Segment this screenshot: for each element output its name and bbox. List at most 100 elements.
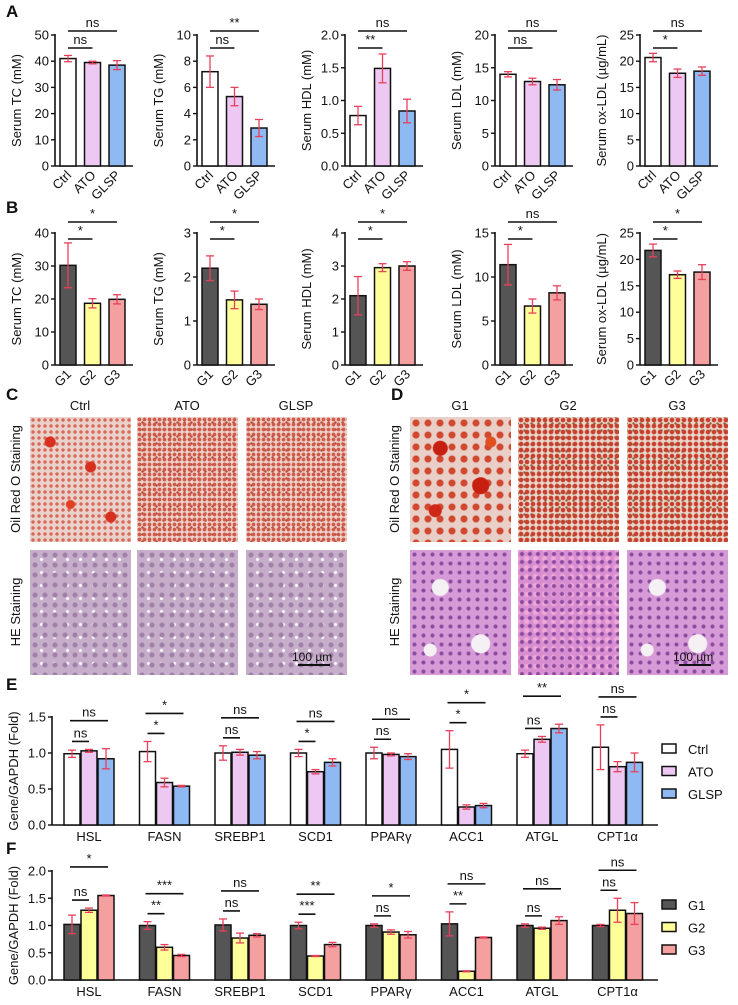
significance-label: *** <box>299 898 314 913</box>
x-tick-label: ACC1 <box>449 829 484 844</box>
bar <box>138 750 157 826</box>
he-stain-image <box>30 550 131 675</box>
y-tick-label: 10 <box>620 106 634 121</box>
bar <box>668 273 687 366</box>
y-tick-label: 0.0 <box>321 159 339 174</box>
y-tick-label: 25 <box>620 28 634 43</box>
x-tick-label: PPARγ <box>371 829 412 844</box>
bar <box>231 937 249 981</box>
y-tick-label: 0.5 <box>28 782 46 797</box>
x-tick-label: Ctrl <box>634 167 659 192</box>
bar <box>59 57 77 167</box>
legend-label: Ctrl <box>688 742 708 757</box>
oil-red-o-stain-image <box>246 417 347 542</box>
bar <box>306 770 325 826</box>
y-axis-label: Gene/GAPDH (Fold) <box>6 866 21 985</box>
bar <box>248 934 266 981</box>
x-tick-label: Ctrl <box>191 167 216 192</box>
chart-b-4: 0 5 10 15 G1 G2 G3 Serum LDL (mM) *ns <box>449 206 573 389</box>
significance-label: ns <box>384 703 398 718</box>
significance-label: ** <box>453 888 463 903</box>
x-tick-label: ATGL <box>526 984 559 999</box>
x-tick-label: SCD1 <box>298 984 333 999</box>
column-header: G1 <box>451 398 468 413</box>
x-tick-label: HSL <box>76 984 101 999</box>
y-axis-label: Serum ox-LDL (µg/mL) <box>594 233 609 365</box>
y-axis-label: Serum TG (mM) <box>151 252 166 346</box>
y-tick-label: 15 <box>475 226 489 241</box>
column-header: G3 <box>668 398 685 413</box>
bar <box>474 804 493 826</box>
x-tick-label: G2 <box>516 367 539 390</box>
y-tick-label: 0 <box>482 159 489 174</box>
significance-label: ns <box>225 722 239 737</box>
bar <box>373 266 392 366</box>
x-tick-label: HSL <box>76 829 101 844</box>
y-tick-label: 5 <box>627 132 634 147</box>
x-tick-label: CPT1α <box>597 829 638 844</box>
bar <box>591 924 610 981</box>
bar <box>108 64 126 167</box>
significance-label: ns <box>513 32 527 47</box>
y-tick-label: 0.5 <box>321 126 339 141</box>
y-tick-label: 10 <box>475 270 489 285</box>
bar <box>523 305 542 366</box>
y-tick-label: 2 <box>184 270 191 285</box>
scale-bar-label: 100 µm <box>292 650 333 664</box>
significance-label: * <box>663 32 668 47</box>
bar <box>225 299 244 366</box>
y-tick-label: 3 <box>332 259 339 274</box>
bar <box>289 752 308 826</box>
significance-label: * <box>232 206 237 221</box>
chart-b-1: 0 10 20 30 40 G1 G2 G3 Serum TC (mM) * * <box>9 206 133 389</box>
x-tick-label: FASN <box>148 829 182 844</box>
legend-swatch <box>661 899 677 910</box>
y-tick-label: 0 <box>332 358 339 373</box>
bar <box>108 298 126 366</box>
oil-red-o-stain-image <box>410 417 511 542</box>
x-tick-label: G2 <box>661 367 684 390</box>
bar <box>693 70 711 167</box>
y-tick-label: 15 <box>475 60 489 75</box>
bar <box>365 752 383 826</box>
bar <box>644 249 662 366</box>
bar <box>382 753 400 826</box>
y-axis-label: Serum TG (mM) <box>151 54 166 148</box>
y-tick-label: 15 <box>620 278 634 293</box>
column-header: Ctrl <box>70 398 90 413</box>
x-tick-label: Ctrl <box>49 167 74 192</box>
scale-bar: 100 µm <box>292 650 333 666</box>
y-axis-label: Serum HDL (mM) <box>299 248 314 349</box>
bar <box>83 302 102 366</box>
x-tick-label: SREBP1 <box>214 829 265 844</box>
scale-bar-line <box>298 664 331 666</box>
significance-label: * <box>90 206 95 221</box>
y-tick-label: 10 <box>620 305 634 320</box>
bar <box>550 727 568 826</box>
significance-label: ns <box>74 725 88 740</box>
significance-label: * <box>78 223 83 238</box>
x-tick-label: ACC1 <box>449 984 484 999</box>
significance-label: * <box>380 206 385 221</box>
significance-label: * <box>86 851 91 866</box>
significance-label: ns <box>215 32 229 47</box>
y-tick-label: 0.0 <box>28 818 46 833</box>
y-axis-label: Serum TC (mM) <box>9 253 24 346</box>
panel-label-b: B <box>6 198 18 217</box>
significance-label: ns <box>526 206 540 221</box>
bar <box>516 924 534 981</box>
he-stain-image <box>518 550 619 675</box>
significance-label: ns <box>74 884 88 899</box>
y-tick-label: 10 <box>35 132 49 147</box>
significance-label: ns <box>86 15 100 30</box>
bar <box>138 924 157 981</box>
y-tick-label: 0 <box>482 358 489 373</box>
y-tick-label: 2 <box>184 132 191 147</box>
y-tick-label: 20 <box>620 252 634 267</box>
y-tick-label: 1 <box>184 314 191 329</box>
significance-label: ** <box>537 680 547 695</box>
bar <box>668 72 687 167</box>
y-axis-label: Serum LDL (mM) <box>449 249 464 348</box>
